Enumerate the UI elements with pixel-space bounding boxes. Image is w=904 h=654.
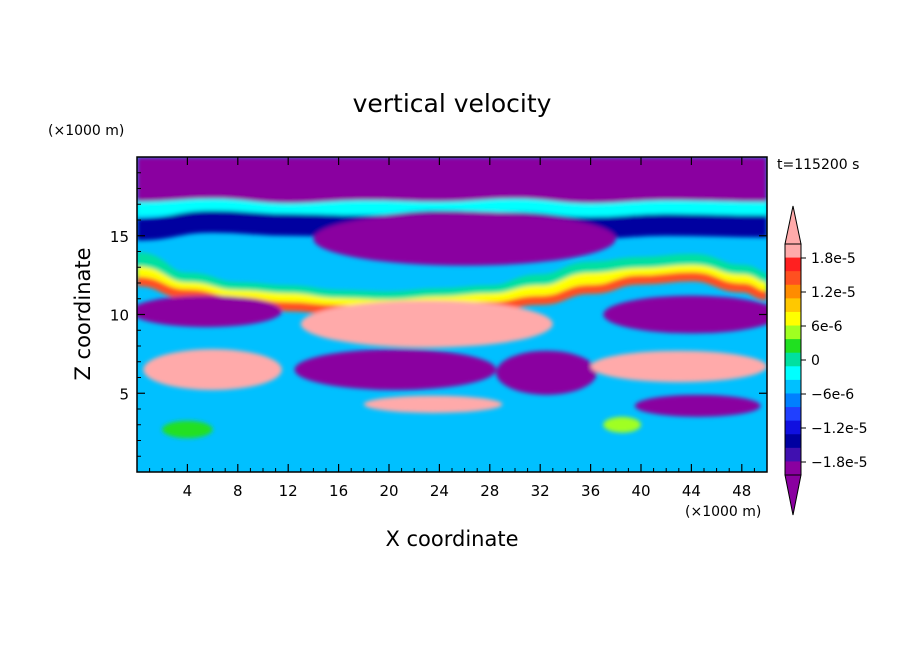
x-tick-label: 48 [732,482,751,500]
colorbar-swatch [785,366,801,380]
colorbar-swatch [785,421,801,435]
x-tick-label: 8 [233,482,243,500]
field-region-8 [603,296,779,334]
field-region-12 [143,349,282,390]
colorbar-swatch [785,285,801,299]
colorbar-swatch [785,326,801,340]
field-region-17 [603,417,641,433]
colorbar-swatch [785,339,801,353]
colorbar-swatch [785,461,801,475]
x-tick-label: 16 [329,482,348,500]
colorbar-swatch [785,448,801,462]
field-region-7 [131,296,282,328]
colorbar-swatch [785,434,801,448]
colorbar: 1.8e-5 1.2e-5 6e-6 0 −6e-6 −1.2e-5 −1.8e-5 [785,206,868,515]
x-axis-title: X coordinate [385,527,518,551]
x-tick-label: 24 [430,482,449,500]
field-region-3 [313,212,615,266]
field-region-11 [496,351,597,395]
time-label: t=115200 s [777,157,859,173]
colorbar-swatch [785,380,801,394]
colorbar-tick-label: 6e-6 [811,319,843,335]
colorbar-tick-label: 1.2e-5 [811,285,856,301]
x-tick-label: 20 [379,482,398,500]
colorbar-swatch [785,407,801,421]
colorbar-swatch [785,244,801,258]
y-tick-label: 5 [119,385,129,403]
field-region-14 [364,396,503,413]
field-region-16 [162,421,212,438]
colorbar-tick-label: −1.8e-5 [811,455,868,471]
colorbar-swatch [785,353,801,367]
field-region-13 [591,351,767,383]
colorbar-tick-label: 0 [811,353,820,369]
field-region-10 [295,349,497,390]
x-tick-label: 32 [531,482,550,500]
x-tick-label: 36 [581,482,600,500]
field-region-9 [301,300,553,347]
y-axis-title: Z coordinate [71,247,95,380]
x-tick-label: 44 [682,482,701,500]
x-unit-label: (×1000 m) [685,504,761,520]
colorbar-tick-label: 1.8e-5 [811,251,856,267]
colorbar-swatch [785,258,801,272]
field-region-1 [137,206,767,211]
x-tick-label: 40 [631,482,650,500]
colorbar-swatch [785,312,801,326]
colorbar-tick-label: −1.2e-5 [811,421,868,437]
x-tick-label: 12 [279,482,298,500]
colorbar-swatch [785,393,801,407]
chart-title: vertical velocity [353,89,552,118]
colorbar-swatch [785,298,801,312]
colorbar-overflow-low [785,475,801,515]
y-tick-label: 15 [110,228,129,246]
colorbar-tick-label: −6e-6 [811,387,854,403]
x-tick-label: 4 [183,482,193,500]
x-tick-label: 28 [480,482,499,500]
y-unit-label: (×1000 m) [48,123,124,139]
colorbar-swatch [785,271,801,285]
colorbar-overflow-high [785,206,801,244]
y-tick-label: 10 [110,307,129,325]
field-region-15 [635,395,761,417]
plot-area [131,157,780,472]
